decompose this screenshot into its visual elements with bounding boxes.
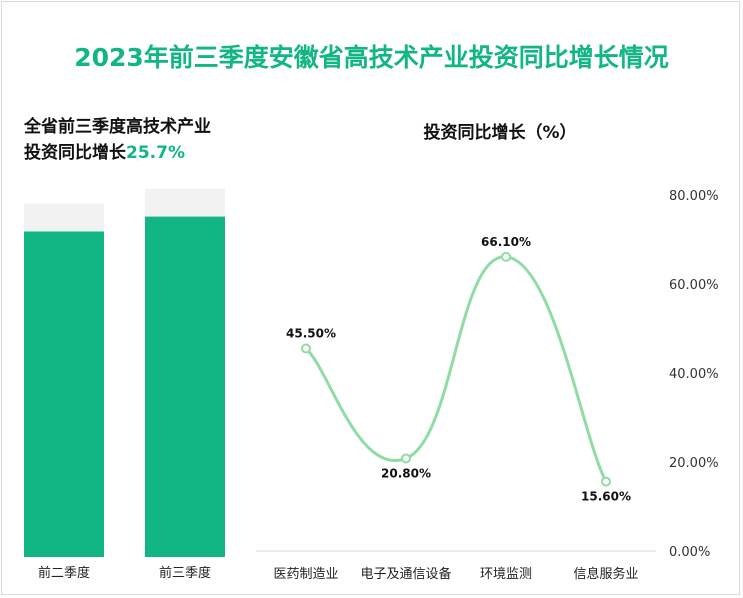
data-point [301,343,311,354]
y-tick-label: 80.00% [669,189,719,204]
x-category-label: 信息服务业 [573,566,638,582]
page-title: 2023年前三季度安徽省高技术产业投资同比增长情况 [74,43,669,72]
y-tick-label: 60.00% [669,278,719,293]
bar-2 [145,216,225,557]
series-line [304,255,608,483]
x-category-label: 环境监测 [480,567,532,582]
data-label: 45.50% [286,327,336,341]
growth-value: 25.7% [126,143,185,163]
left-panel-heading: 全省前三季度高技术产业 投资同比增长25.7% [24,114,264,166]
x-category-label: 电子及通信设备 [360,566,451,582]
bar-1 [24,231,104,557]
data-label: 66.10% [481,235,531,249]
left-heading-line1: 全省前三季度高技术产业 [24,117,211,137]
left-heading-line2-text: 投资同比增长 [24,143,126,163]
data-point [501,251,511,262]
bar-category-label: 前三季度 [159,565,211,581]
y-tick-label: 0.00% [669,545,710,560]
y-tick-label: 20.00% [669,456,719,471]
bar-category-label: 前二季度 [38,565,90,581]
y-tick-label: 40.00% [669,367,719,382]
x-category-label: 医药制造业 [273,567,338,582]
data-point [401,453,411,464]
right-panel-heading: 投资同比增长（%） [423,123,577,143]
data-point [601,476,611,487]
data-label: 15.60% [581,490,631,504]
data-label: 20.80% [381,466,431,480]
